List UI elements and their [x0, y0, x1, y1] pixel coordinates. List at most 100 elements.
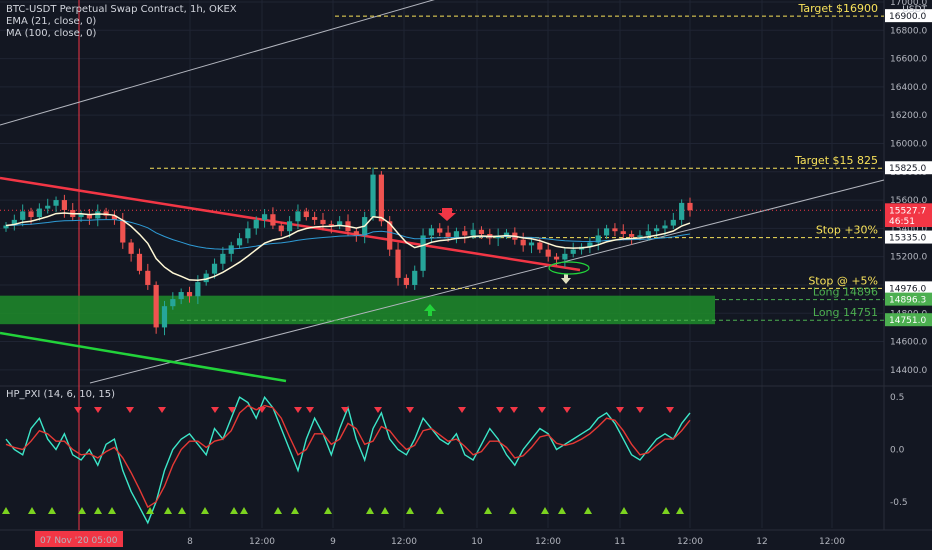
candle-body [28, 211, 34, 218]
candle-body [161, 306, 168, 328]
candle-body [670, 219, 676, 226]
price-tick-label: 14600.0 [890, 338, 927, 348]
currency-label: USDT [902, 5, 927, 15]
level-annotation: Stop +30% [816, 224, 878, 237]
sell-signal-icon [538, 407, 546, 413]
osc-tick-label: 0.5 [890, 393, 904, 403]
candle-body [629, 234, 635, 237]
sell-signal-icon [510, 407, 518, 413]
level-annotation: Long 14751 [813, 306, 878, 319]
candle-body [120, 219, 126, 243]
candle-body [61, 200, 67, 210]
candle-body [637, 235, 643, 237]
buy-signal-icon [291, 507, 299, 514]
price-tick-label: 16200.0 [890, 111, 927, 121]
time-tick-label: 12:00 [249, 537, 275, 547]
buy-signal-icon [240, 507, 248, 514]
level-annotation: Long 14896 [813, 286, 878, 299]
time-tick-label: 9 [330, 537, 336, 547]
ema-line [5, 212, 691, 282]
osc-fast-line [5, 395, 691, 525]
candle-body [620, 231, 626, 235]
sell-signal-icon [563, 407, 571, 413]
candle-body [45, 205, 51, 209]
sell-signal-icon [636, 407, 644, 413]
candle-body [612, 228, 618, 232]
time-tick-label: 12 [756, 537, 767, 547]
candle-body [453, 231, 460, 237]
candle-body [270, 214, 276, 226]
time-tick-label: 12:00 [677, 537, 703, 547]
candle-body [462, 231, 468, 236]
buy-signal-icon [108, 507, 116, 514]
price-axis-label-text: 15527.7 [889, 206, 926, 216]
oscillator-legend: HP_PXI (14, 6, 10, 15) [6, 389, 115, 400]
candle-body [186, 292, 193, 297]
price-axis-label-text: 15825.0 [889, 164, 926, 174]
candle-body [36, 208, 42, 218]
sell-signal-icon [228, 407, 236, 413]
sell-signal-icon [126, 407, 134, 413]
candle-body [478, 229, 485, 235]
candle-body [111, 215, 118, 220]
time-tick-label: 12:00 [391, 537, 417, 547]
candle-body [153, 284, 159, 328]
sell-signal-icon [158, 407, 166, 413]
buy-signal-icon [436, 507, 444, 514]
candle-body [211, 263, 218, 274]
chart-legend: BTC-USDT Perpetual Swap Contract, 1h, OK… [6, 4, 237, 40]
osc-slow-line [5, 404, 691, 509]
buy-signal-icon [484, 507, 492, 514]
candle-body [570, 249, 576, 254]
buy-signal-icon [164, 507, 172, 514]
buy-signal-icon [662, 507, 670, 514]
candle-body [387, 221, 393, 250]
buy-signal-icon [541, 507, 549, 514]
buy-signal-icon [584, 507, 592, 514]
price-axis-label [885, 203, 932, 217]
sell-signal-icon [211, 407, 219, 413]
candle-body [470, 229, 476, 236]
price-axis-label [885, 281, 932, 295]
candle-body [253, 219, 259, 229]
time-tick-label: 10 [471, 537, 483, 547]
buy-signal-icon [620, 507, 628, 514]
cursor-date-box [35, 531, 123, 547]
candle-body [687, 202, 693, 211]
price-axis-label [885, 161, 932, 175]
sell-signal-icon [258, 407, 266, 413]
buy-signal-icon [406, 507, 414, 514]
candle-body [337, 221, 343, 226]
price-tick-label: 15200.0 [890, 253, 927, 263]
price-tick-label: 16800.0 [890, 26, 927, 36]
candle-body [228, 245, 234, 254]
candle-body [86, 214, 93, 219]
buy-signal-icon [28, 507, 36, 514]
candle-body [503, 232, 510, 236]
buy-signal-icon [94, 507, 102, 514]
candle-body [562, 253, 568, 260]
sell-signal-icon [496, 407, 504, 413]
sell-arrow-icon [438, 208, 456, 221]
sell-signal-icon [406, 407, 414, 413]
candle-body [295, 211, 301, 222]
candle-body [245, 228, 251, 239]
price-axis-label [885, 313, 932, 327]
sell-signal-icon [306, 407, 314, 413]
osc-tick-label: -0.5 [890, 498, 908, 508]
buy-signal-icon [201, 507, 209, 514]
chart-title: BTC-USDT Perpetual Swap Contract, 1h, OK… [6, 4, 237, 15]
trendline-upper [0, 0, 435, 126]
candle-body [553, 256, 560, 260]
candle-body [236, 238, 243, 246]
candle-body [20, 211, 26, 220]
buy-signal-icon [558, 507, 566, 514]
candle-body [445, 232, 451, 237]
candle-body [420, 235, 426, 271]
price-axis-label [885, 230, 932, 244]
candle-body [654, 228, 660, 232]
buy-signal-icon [381, 507, 389, 514]
candle-body [3, 225, 9, 229]
candle-body [437, 228, 443, 233]
